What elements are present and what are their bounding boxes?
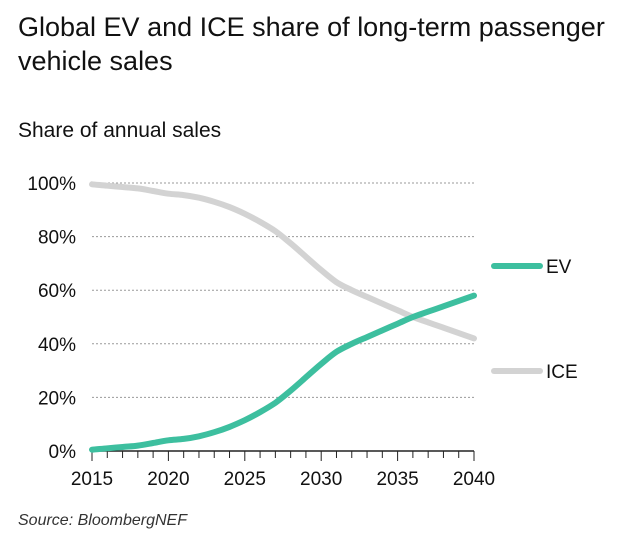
x-tick-label: 2030 [300, 469, 342, 490]
series-lines [89, 181, 477, 453]
gridlines [92, 182, 474, 398]
y-tick-labels: 0% 20% 40% 60% 80% 100% [27, 174, 76, 463]
x-tick-label: 2020 [147, 469, 189, 490]
x-tick-labels: 2015 2020 2025 2030 2035 2040 [71, 469, 495, 490]
series-line-ev [89, 292, 477, 453]
chart-title: Global EV and ICE share of long-term pas… [18, 12, 605, 76]
y-axis-label: Share of annual sales [18, 119, 222, 142]
axes [91, 450, 475, 461]
x-tick-label: 2025 [224, 469, 266, 490]
y-tick-label: 20% [38, 388, 76, 409]
source-note: Source: BloombergNEF [18, 512, 187, 529]
y-tick-label: 40% [38, 335, 76, 356]
y-tick-label: 60% [38, 281, 76, 302]
y-tick-label: 80% [38, 228, 76, 249]
x-tick-label: 2035 [376, 469, 418, 490]
legend-label-ice: ICE [546, 362, 578, 383]
y-tick-label: 100% [27, 174, 76, 195]
legend: EV ICE [491, 257, 578, 383]
y-tick-label: 0% [49, 442, 77, 463]
legend-label-ev: EV [546, 257, 572, 278]
x-tick-label: 2040 [453, 469, 495, 490]
x-tick-label: 2015 [71, 469, 113, 490]
